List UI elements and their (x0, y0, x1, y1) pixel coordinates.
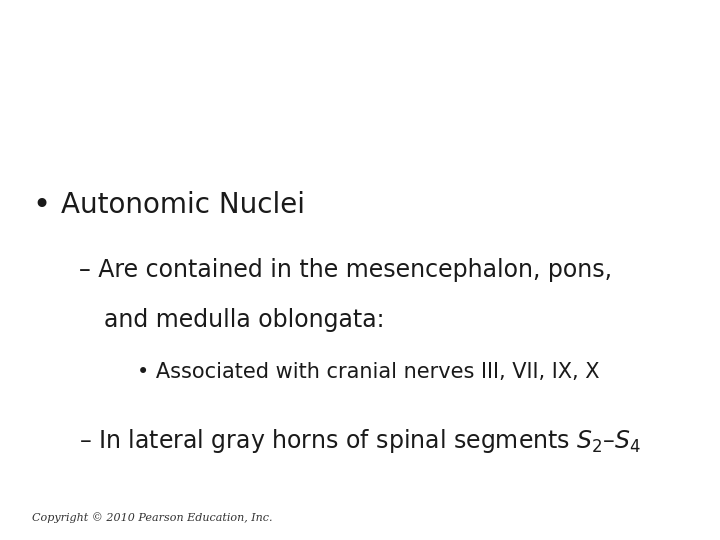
Text: Autonomic Nuclei: Autonomic Nuclei (61, 191, 305, 219)
Text: •: • (32, 191, 50, 220)
Text: and medulla oblongata:: and medulla oblongata: (104, 307, 385, 332)
Text: Copyright © 2010 Pearson Education, Inc.: Copyright © 2010 Pearson Education, Inc. (32, 512, 273, 523)
Text: – Are contained in the mesencephalon, pons,: – Are contained in the mesencephalon, po… (79, 258, 612, 282)
Text: The Parasympathetic Division: The Parasympathetic Division (40, 28, 646, 62)
Text: • Associated with cranial nerves III, VII, IX, X: • Associated with cranial nerves III, VI… (137, 362, 599, 382)
Text: – In lateral gray horns of spinal segments $S_2$–$S_4$: – In lateral gray horns of spinal segmen… (79, 427, 642, 455)
